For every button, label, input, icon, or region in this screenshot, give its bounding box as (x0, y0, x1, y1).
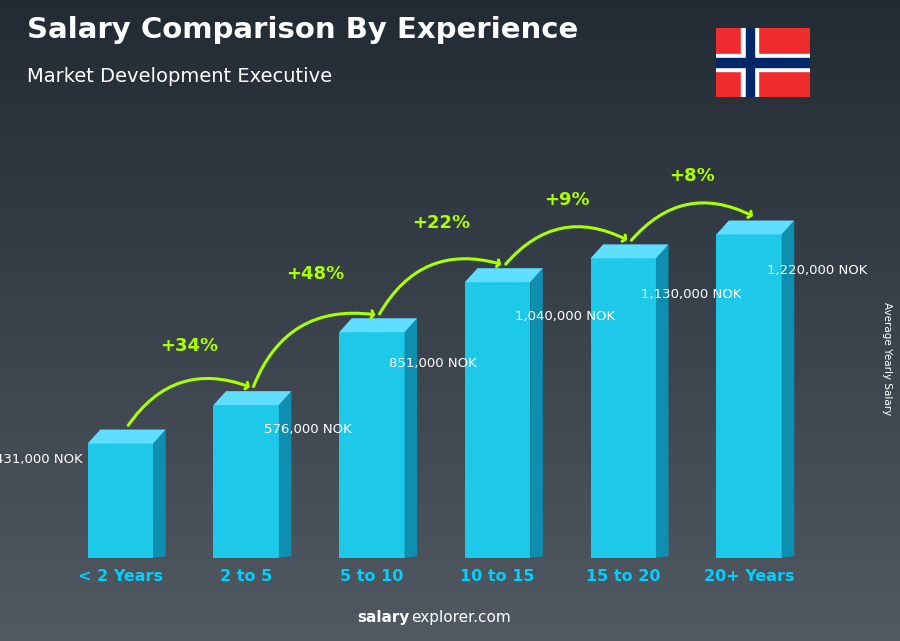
Text: 431,000 NOK: 431,000 NOK (0, 453, 83, 465)
FancyBboxPatch shape (339, 332, 404, 558)
Bar (742, 28, 759, 97)
Polygon shape (465, 268, 543, 282)
Polygon shape (87, 429, 166, 444)
Text: Average Yearly Salary: Average Yearly Salary (881, 303, 892, 415)
Polygon shape (656, 244, 669, 558)
FancyBboxPatch shape (465, 282, 530, 558)
Bar (745, 28, 754, 97)
Text: +22%: +22% (412, 215, 470, 233)
Text: +9%: +9% (544, 190, 590, 208)
Polygon shape (213, 391, 292, 405)
Text: Salary Comparison By Experience: Salary Comparison By Experience (27, 16, 578, 44)
Text: +34%: +34% (160, 337, 219, 355)
Polygon shape (279, 391, 292, 558)
Bar (716, 58, 810, 67)
Text: 576,000 NOK: 576,000 NOK (264, 423, 352, 437)
Polygon shape (339, 319, 417, 332)
Text: Market Development Executive: Market Development Executive (27, 67, 332, 87)
FancyBboxPatch shape (213, 405, 279, 558)
Text: salary: salary (357, 610, 410, 625)
FancyBboxPatch shape (590, 258, 656, 558)
Text: +48%: +48% (286, 265, 345, 283)
Text: 1,130,000 NOK: 1,130,000 NOK (641, 288, 742, 301)
FancyBboxPatch shape (716, 235, 782, 558)
Polygon shape (590, 244, 669, 258)
Polygon shape (404, 319, 417, 558)
Text: +8%: +8% (670, 167, 716, 185)
Bar (716, 54, 810, 71)
Polygon shape (782, 221, 795, 558)
Text: 851,000 NOK: 851,000 NOK (390, 357, 477, 370)
Polygon shape (153, 429, 166, 558)
Polygon shape (530, 268, 543, 558)
Polygon shape (716, 221, 795, 235)
Text: explorer.com: explorer.com (411, 610, 511, 625)
Text: 1,220,000 NOK: 1,220,000 NOK (767, 263, 867, 276)
Text: 1,040,000 NOK: 1,040,000 NOK (515, 310, 616, 322)
FancyBboxPatch shape (87, 444, 153, 558)
